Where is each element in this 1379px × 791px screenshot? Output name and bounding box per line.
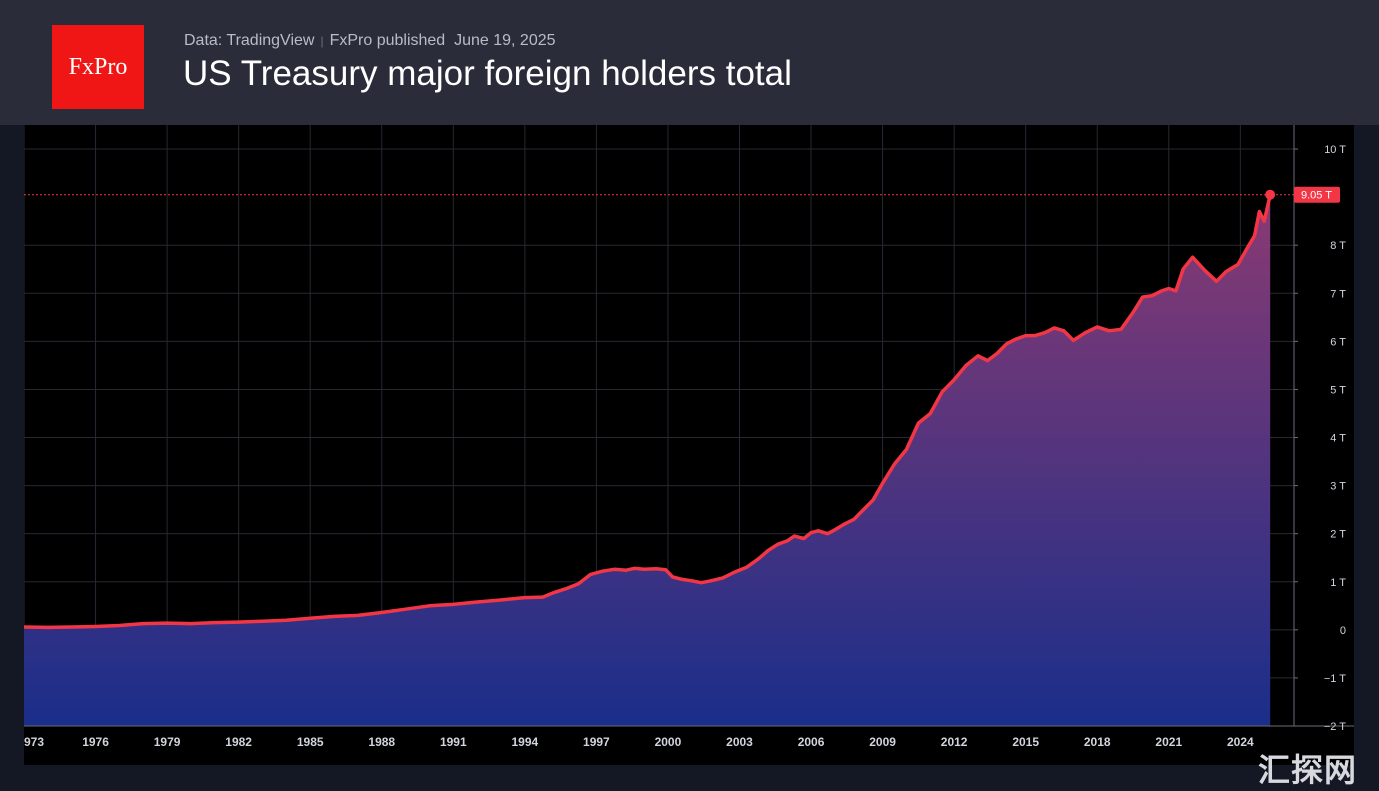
x-tick-label: 1985 [297, 735, 324, 749]
y-tick-label: 3 T [1330, 481, 1346, 493]
y-tick-label: 1 T [1330, 577, 1346, 589]
x-tick-label: 1994 [511, 735, 538, 749]
x-tick-label: 2018 [1084, 735, 1111, 749]
publish-meta: Data: TradingView | FxPro published June 1… [184, 32, 556, 50]
y-tick-label: 2 T [1330, 529, 1346, 541]
last-value-dot [1265, 189, 1276, 200]
x-tick-label: 2003 [726, 735, 753, 749]
area-chart: 10 T 8 T 7 T 6 T 5 T 4 T 3 T 2 T 1 T 0 −1 T −2 T 97… [23, 125, 1354, 765]
y-tick-label: 4 T [1330, 433, 1346, 445]
y-tick-label: 8 T [1330, 240, 1346, 252]
x-axis-background [24, 726, 1354, 765]
last-value-label: 9.05 T [1301, 190, 1332, 202]
y-tick-label: −2 T [1324, 721, 1346, 733]
x-tick-label: 2000 [655, 735, 682, 749]
x-tick-label: 2006 [798, 735, 825, 749]
y-axis-ticks: 10 T 8 T 7 T 6 T 5 T 4 T 3 T 2 T 1 T 0 −1 T −2 T [1294, 144, 1346, 733]
x-tick-label: 1988 [368, 735, 395, 749]
publish-date: June 19, 2025 [454, 32, 556, 49]
x-tick-label: 1979 [154, 735, 181, 749]
separator: | [320, 34, 324, 48]
watermark: 汇探网 [1258, 751, 1358, 789]
y-axis-background [1294, 125, 1354, 726]
x-axis-ticks: 973 1976 1979 1982 1985 1988 1991 1994 1997 2000 2… [24, 735, 1254, 749]
x-tick-label: 1982 [225, 735, 252, 749]
last-value-badge: 9.05 T [1294, 186, 1340, 203]
logo-text: FxPro [68, 53, 128, 80]
x-tick-label: 973 [24, 735, 44, 749]
x-tick-label: 2015 [1012, 735, 1039, 749]
chart-area: 10 T 8 T 7 T 6 T 5 T 4 T 3 T 2 T 1 T 0 −1 T −2 T 97… [23, 125, 1354, 765]
y-tick-label: 0 [1340, 625, 1346, 637]
y-tick-label: 7 T [1330, 288, 1346, 300]
y-tick-label: −1 T [1324, 673, 1346, 685]
x-tick-label: 1976 [82, 735, 109, 749]
x-tick-label: 2012 [941, 735, 968, 749]
fxpro-logo: FxPro [52, 25, 144, 109]
x-tick-label: 2024 [1227, 735, 1254, 749]
x-tick-label: 1997 [583, 735, 610, 749]
y-tick-label: 6 T [1330, 336, 1346, 348]
publisher: FxPro published [329, 32, 446, 49]
header-bar: FxPro Data: TradingView | FxPro published … [0, 0, 1379, 125]
series-line [23, 194, 1272, 630]
x-tick-label: 2009 [869, 735, 896, 749]
area-fill [24, 194, 1271, 726]
chart-title: US Treasury major foreign holders total [183, 54, 792, 93]
x-tick-label: 2021 [1155, 735, 1182, 749]
y-tick-label: 5 T [1330, 384, 1346, 396]
x-tick-label: 1991 [440, 735, 467, 749]
y-tick-label: 10 T [1324, 144, 1346, 156]
data-source: Data: TradingView [184, 32, 315, 49]
last-value-badge-bg [1294, 186, 1340, 203]
